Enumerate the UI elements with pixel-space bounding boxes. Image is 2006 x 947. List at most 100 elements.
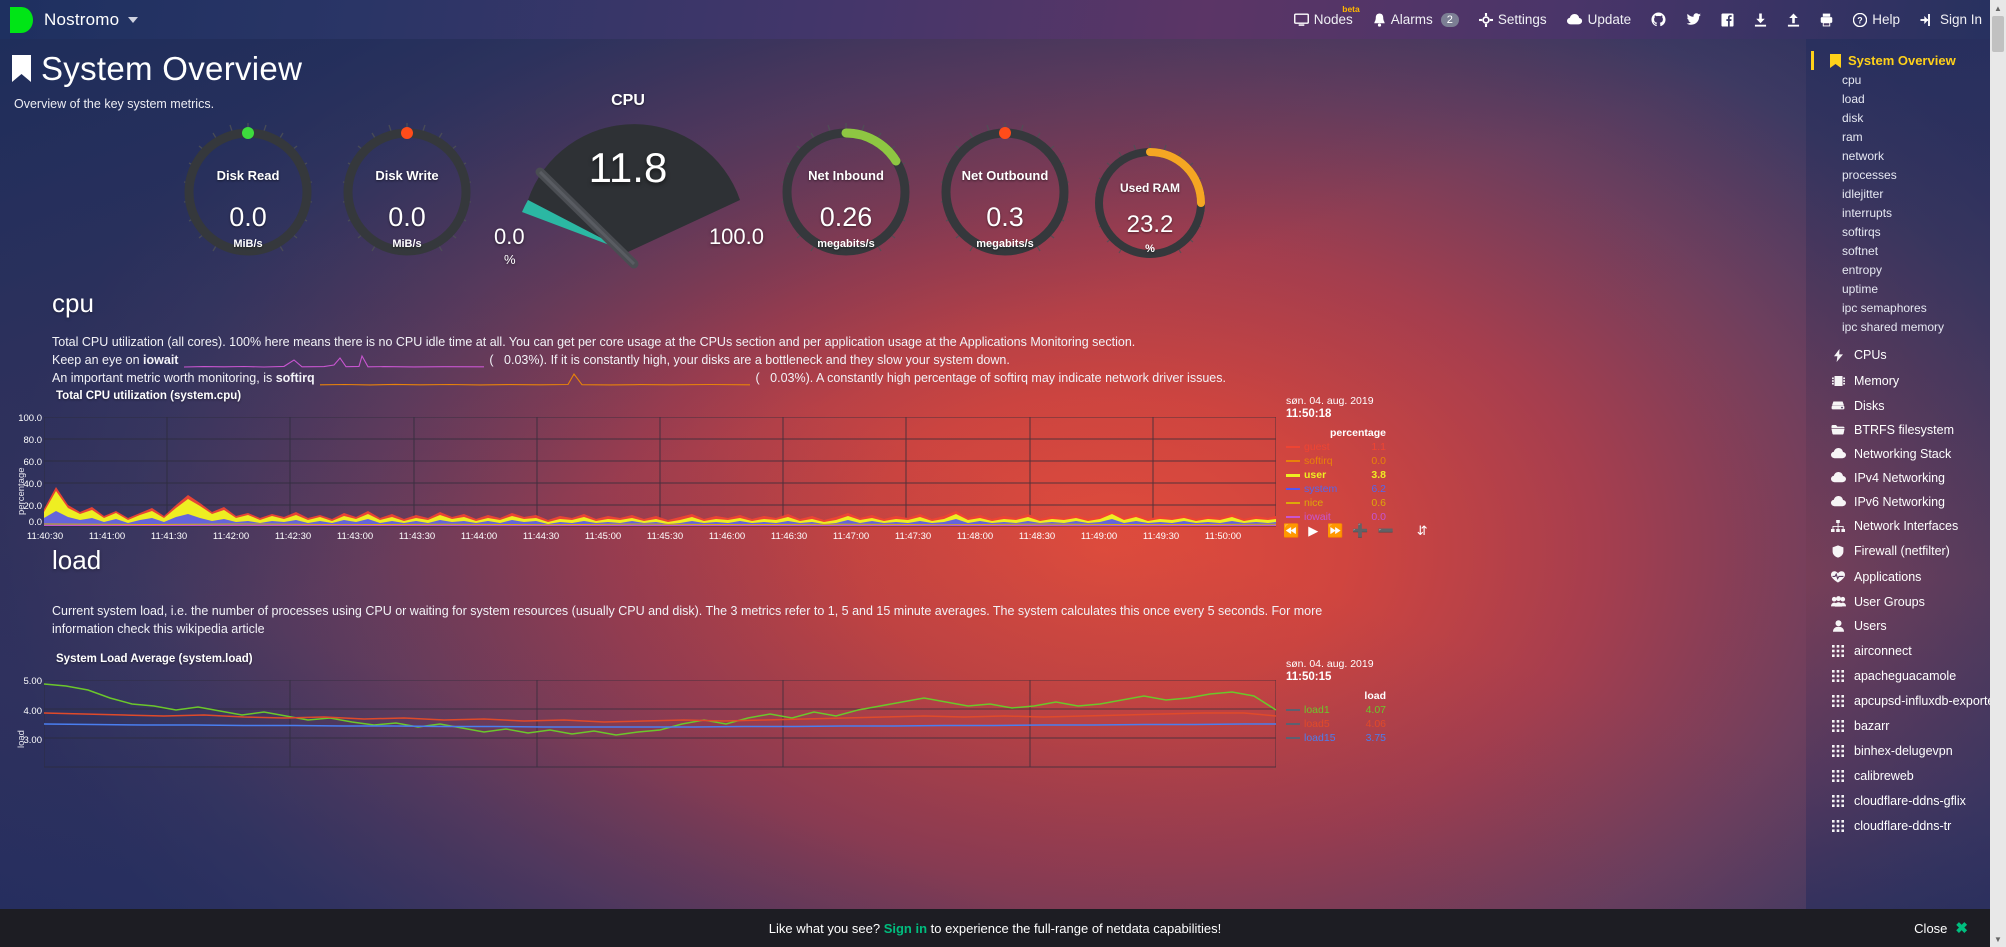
play-icon[interactable]: ▶ <box>1308 523 1319 538</box>
cpu-desc-line-2: Keep an eye on iowait ( 0.03%). If it is… <box>52 353 1010 368</box>
gauge-disk-write[interactable]: Disk Write 0.0 MiB/s <box>337 120 477 273</box>
gauge-title: Used RAM <box>1119 181 1180 195</box>
sidebar-subitem-ram[interactable]: ram <box>1842 129 1863 144</box>
chart-system-cpu[interactable]: Total CPU utilization (system.cpu) perce… <box>0 390 1428 543</box>
chevron-down-icon[interactable] <box>128 16 139 23</box>
nav-twitter[interactable] <box>1676 0 1711 39</box>
sidebar-item-apacheguacamole[interactable]: apacheguacamole <box>1806 664 2006 689</box>
legend-name: softirq <box>1304 455 1333 467</box>
chart-load-plot[interactable] <box>44 680 1276 768</box>
sidebar-item-firewall-netfilter[interactable]: Firewall (netfilter) <box>1806 539 2006 565</box>
sidebar-item-cpus[interactable]: CPUs <box>1806 343 2006 369</box>
nav-github[interactable] <box>1641 0 1676 39</box>
legend-row[interactable]: nice 0.6 <box>1286 497 1386 509</box>
nav-alarms[interactable]: Alarms 2 <box>1363 0 1469 39</box>
sidebar-item-disks[interactable]: Disks <box>1806 394 2006 418</box>
nav-facebook[interactable] <box>1711 0 1744 39</box>
sidebar-subitem-network[interactable]: network <box>1842 148 1885 163</box>
sidebar-item-system-overview[interactable]: System Overview <box>1811 51 2006 70</box>
sidebar-item-applications[interactable]: Applications <box>1806 565 2006 590</box>
legend-row[interactable]: load15 3.75 <box>1286 732 1386 744</box>
gauge-net-outbound[interactable]: Net Outbound 0.3 megabits/s <box>935 120 1075 273</box>
nav-signin[interactable]: Sign In <box>1910 0 1992 39</box>
sidebar-subitem-processes[interactable]: processes <box>1842 167 1897 182</box>
gauge-title: Net Inbound <box>808 168 884 183</box>
forward-icon[interactable]: ⏩ <box>1327 523 1344 538</box>
gauge-value: 0.0 <box>388 202 426 232</box>
signin-link[interactable]: Sign in <box>883 920 928 936</box>
nav-export[interactable] <box>1777 0 1810 39</box>
gauge-cpu[interactable]: CPU 11.8 0.0 % 100.0 <box>492 92 764 281</box>
sidebar-item-users[interactable]: Users <box>1806 614 2006 639</box>
legend-row[interactable]: load1 4.07 <box>1286 704 1386 716</box>
nav-update[interactable]: Update <box>1557 0 1642 39</box>
gauge-used-ram[interactable]: Used RAM 23.2 % <box>1090 141 1210 272</box>
sidebar-item-calibreweb[interactable]: calibreweb <box>1806 764 2006 789</box>
rewind-icon[interactable]: ⏪ <box>1283 523 1300 538</box>
scroll-down-icon[interactable]: ▼ <box>1994 934 2002 944</box>
xtick: 11:48:00 <box>956 531 994 542</box>
sidebar-subitem-interrupts[interactable]: interrupts <box>1842 205 1893 220</box>
gauge-arc <box>841 128 901 166</box>
sidebar-subitem-idlejitter[interactable]: idlejitter <box>1842 186 1884 201</box>
sidebar-item-btrfs-filesystem[interactable]: BTRFS filesystem <box>1806 418 2006 442</box>
legend-row[interactable]: iowait 0.0 <box>1286 511 1386 523</box>
nav-help[interactable]: ? Help <box>1843 0 1910 39</box>
nav-import[interactable] <box>1744 0 1777 39</box>
legend-row[interactable]: system 6.2 <box>1286 483 1386 495</box>
monitor-icon <box>1293 12 1309 26</box>
gauge-disk-read[interactable]: Disk Read 0.0 MiB/s <box>178 120 318 273</box>
nav-settings[interactable]: Settings <box>1469 0 1557 39</box>
gauge-net-inbound[interactable]: Net Inbound 0.26 megabits/s <box>776 120 916 273</box>
nav-print[interactable] <box>1810 0 1843 39</box>
sidebar-item-apcupsd-influxdb-exporter[interactable]: apcupsd-influxdb-exporter <box>1806 689 2006 714</box>
close-label: Close <box>1914 920 1948 936</box>
zoom-out-icon[interactable]: ➖ <box>1377 523 1394 538</box>
nav-nodes[interactable]: Nodes beta <box>1284 0 1363 39</box>
zoom-in-icon[interactable]: ➕ <box>1352 523 1369 538</box>
xtick: 11:50:00 <box>1204 531 1242 542</box>
sidebar-subitem-entropy[interactable]: entropy <box>1842 262 1883 277</box>
signin-icon <box>1920 13 1930 26</box>
chart-cpu-plot[interactable] <box>44 417 1276 527</box>
brand[interactable]: Nostromo <box>0 5 139 35</box>
sidebar-item-memory[interactable]: Memory <box>1806 369 2006 394</box>
alarm-count-badge: 2 <box>1440 12 1459 27</box>
xtick: 11:42:30 <box>274 531 312 542</box>
sidebar-item-cloudflare-ddns-tr[interactable]: cloudflare-ddns-tr <box>1806 814 2006 839</box>
sidebar-subitem-softnet[interactable]: softnet <box>1842 243 1879 258</box>
cloud-icon <box>1830 471 1846 486</box>
sidebar-item-networking-stack[interactable]: Networking Stack <box>1806 442 2006 466</box>
sidebar-header-label: System Overview <box>1848 53 1956 68</box>
sidebar-item-binhex-delugevpn[interactable]: binhex-delugevpn <box>1806 739 2006 764</box>
sidebar-item-bazarr[interactable]: bazarr <box>1806 714 2006 739</box>
sidebar-item-airconnect[interactable]: airconnect <box>1806 639 2006 664</box>
legend-row[interactable]: load5 4.06 <box>1286 718 1386 730</box>
resize-icon[interactable]: ⇵ <box>1416 523 1428 538</box>
chart-cpu-title: Total CPU utilization (system.cpu) <box>56 390 242 402</box>
chart-system-load[interactable]: System Load Average (system.load) load 5… <box>0 653 1390 776</box>
legend-row[interactable]: guest 1.1 <box>1286 441 1386 453</box>
sidebar-subitem-ipc-semaphores[interactable]: ipc semaphores <box>1842 300 1927 315</box>
scrollbar-thumb[interactable] <box>1992 16 2004 52</box>
signin-text-before: Like what you see? <box>768 920 881 936</box>
sidebar-item-label: airconnect <box>1854 643 1912 658</box>
sidebar-item-label: Firewall (netfilter) <box>1854 543 1950 558</box>
sidebar-subitem-cpu[interactable]: cpu <box>1842 72 1862 87</box>
close-banner-button[interactable]: Close ✖ <box>1914 919 1968 937</box>
sidebar-item-cloudflare-ddns-gflix[interactable]: cloudflare-ddns-gflix <box>1806 789 2006 814</box>
legend-row[interactable]: user 3.8 <box>1286 469 1386 481</box>
sidebar-item-network-interfaces[interactable]: Network Interfaces <box>1806 514 2006 539</box>
page-scrollbar[interactable]: ▲ ▼ <box>1990 0 2006 947</box>
sidebar-item-ipv6-networking[interactable]: IPv6 Networking <box>1806 490 2006 514</box>
sidebar-subitem-ipc-shared-memory[interactable]: ipc shared memory <box>1842 319 1945 334</box>
top-navbar: Nostromo Nodes beta Alarms 2 <box>0 0 2006 39</box>
sidebar-item-user-groups[interactable]: User Groups <box>1806 590 2006 614</box>
sidebar-subitem-load[interactable]: load <box>1842 91 1865 106</box>
sidebar-subitem-uptime[interactable]: uptime <box>1842 281 1879 296</box>
sidebar-subitem-disk[interactable]: disk <box>1842 110 1864 125</box>
scroll-up-icon[interactable]: ▲ <box>1994 3 2002 13</box>
sidebar-subitem-softirqs[interactable]: softirqs <box>1842 224 1881 239</box>
legend-row[interactable]: softirq 0.0 <box>1286 455 1386 467</box>
sidebar-item-ipv4-networking[interactable]: IPv4 Networking <box>1806 466 2006 490</box>
